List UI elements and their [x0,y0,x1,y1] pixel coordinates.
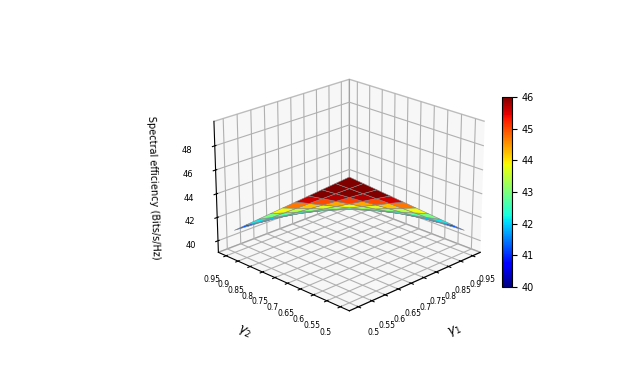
X-axis label: $\gamma_1$: $\gamma_1$ [445,322,464,340]
Y-axis label: $\gamma_2$: $\gamma_2$ [235,322,253,340]
